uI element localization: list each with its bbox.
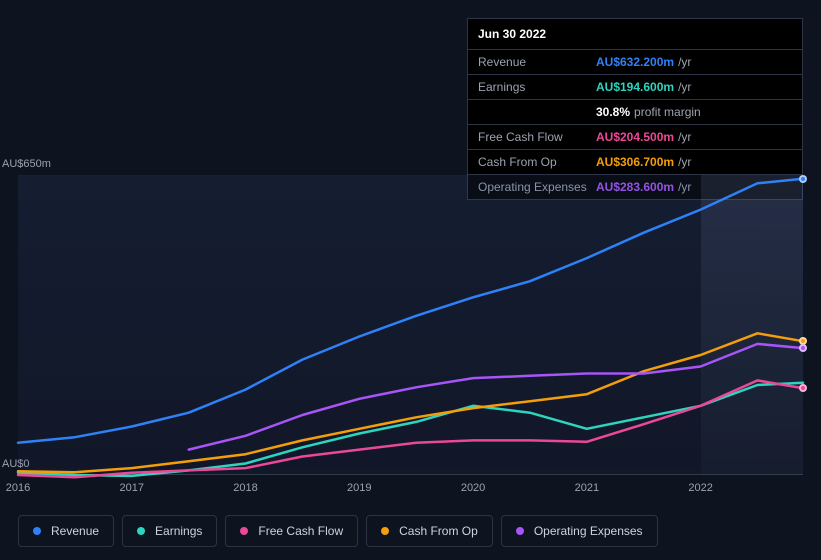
series-line-cash-from-op — [18, 333, 803, 472]
tooltip-row-unit: profit margin — [634, 105, 701, 119]
financial-chart-card: Jun 30 2022 RevenueAU$632.200m/yrEarning… — [0, 0, 821, 560]
legend-row: Revenue Earnings Free Cash Flow Cash From O… — [18, 515, 803, 547]
tooltip-row-value: AU$204.500m — [596, 130, 674, 144]
series-endpoint-revenue — [799, 175, 807, 183]
tooltip-date: Jun 30 2022 — [468, 19, 802, 50]
x-tick-label: 2020 — [461, 482, 485, 494]
legend-dot-icon — [240, 527, 248, 535]
tooltip-row-value: AU$194.600m — [596, 80, 674, 94]
lines-svg — [18, 175, 803, 475]
tooltip-row-value: 30.8% — [596, 105, 630, 119]
legend-item-earnings[interactable]: Earnings — [122, 515, 217, 547]
tooltip-row: EarningsAU$194.600m/yr — [468, 75, 802, 100]
tooltip-row-value: AU$632.200m — [596, 55, 674, 69]
x-tick-label: 2021 — [575, 482, 599, 494]
legend-dot-icon — [33, 527, 41, 535]
legend-dot-icon — [516, 527, 524, 535]
legend-dot-icon — [381, 527, 389, 535]
x-tick-label: 2019 — [347, 482, 371, 494]
tooltip-row-unit: /yr — [678, 55, 691, 69]
legend-item-free-cash-flow[interactable]: Free Cash Flow — [225, 515, 358, 547]
tooltip-row-label: Earnings — [478, 80, 596, 94]
legend-item-operating-expenses[interactable]: Operating Expenses — [501, 515, 658, 547]
tooltip-row-unit: /yr — [678, 155, 691, 169]
x-tick-label: 2018 — [233, 482, 257, 494]
tooltip-row: Free Cash FlowAU$204.500m/yr — [468, 125, 802, 150]
series-line-earnings — [18, 383, 803, 476]
x-tick-label: 2017 — [120, 482, 144, 494]
tooltip-row: RevenueAU$632.200m/yr — [468, 50, 802, 75]
series-endpoint-operating-expenses — [799, 344, 807, 352]
x-tick-label: 2016 — [6, 482, 30, 494]
tooltip-row-label: Cash From Op — [478, 155, 596, 169]
tooltip-row: Cash From OpAU$306.700m/yr — [468, 150, 802, 175]
series-line-free-cash-flow — [18, 380, 803, 477]
tooltip-row-unit: /yr — [678, 80, 691, 94]
legend-item-label: Cash From Op — [399, 524, 478, 538]
legend-item-cash-from-op[interactable]: Cash From Op — [366, 515, 493, 547]
legend-item-label: Earnings — [155, 524, 202, 538]
legend-dot-icon — [137, 527, 145, 535]
legend-item-label: Free Cash Flow — [258, 524, 343, 538]
tooltip-row: 30.8% profit margin — [468, 100, 802, 125]
x-tick-label: 2022 — [688, 482, 712, 494]
legend-item-label: Revenue — [51, 524, 99, 538]
tooltip-row-label: Revenue — [478, 55, 596, 69]
legend-item-label: Operating Expenses — [534, 524, 643, 538]
series-line-operating-expenses — [189, 344, 803, 450]
y-axis-top-label: AU$650m — [2, 158, 51, 170]
series-line-revenue — [18, 179, 803, 443]
tooltip-row-label: Free Cash Flow — [478, 130, 596, 144]
series-endpoint-free-cash-flow — [799, 384, 807, 392]
tooltip-row-value: AU$306.700m — [596, 155, 674, 169]
legend-item-revenue[interactable]: Revenue — [18, 515, 114, 547]
plot-area[interactable] — [18, 175, 803, 475]
tooltip-row-unit: /yr — [678, 130, 691, 144]
tooltip-panel: Jun 30 2022 RevenueAU$632.200m/yrEarning… — [467, 18, 803, 200]
x-axis-labels: 2016201720182019202020212022 — [18, 482, 803, 500]
